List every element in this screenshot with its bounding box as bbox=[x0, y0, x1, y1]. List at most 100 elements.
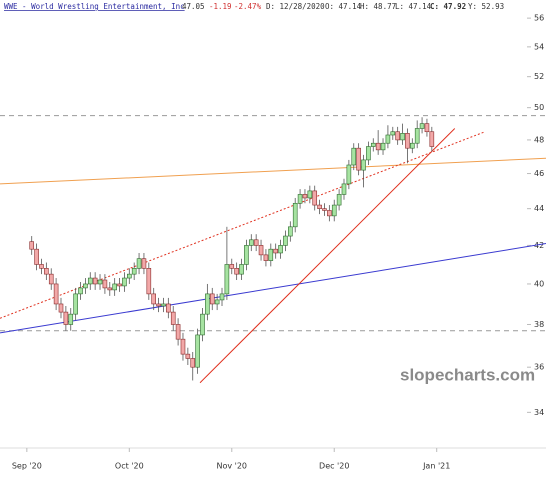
low: L: 47.14 bbox=[395, 2, 432, 11]
candle-body bbox=[156, 303, 161, 307]
candle-body bbox=[248, 239, 254, 246]
candle-body bbox=[127, 273, 132, 279]
trend-line bbox=[0, 157, 546, 185]
candle-body bbox=[322, 208, 327, 211]
candle-body bbox=[302, 194, 308, 199]
candle-body bbox=[424, 123, 430, 133]
candle-body bbox=[141, 258, 147, 269]
candle-body bbox=[146, 268, 152, 295]
candle-body bbox=[180, 338, 186, 355]
candle-body bbox=[361, 159, 366, 171]
watermark: slopecharts.com bbox=[400, 365, 535, 384]
candle-body bbox=[244, 245, 249, 265]
candle-body bbox=[351, 147, 357, 166]
change-pct: -2.47% bbox=[234, 2, 262, 11]
candle-body bbox=[258, 245, 264, 256]
candle-body bbox=[307, 190, 313, 199]
trend-line bbox=[0, 243, 546, 334]
plot: 34 36 38 40 42 44 46 48 50 52 54 56 Sep '20 Oct '20 No… bbox=[0, 14, 546, 471]
candle-body bbox=[190, 358, 196, 368]
candle-body bbox=[122, 277, 127, 287]
candle-body bbox=[366, 146, 371, 161]
close: C: 47.92 bbox=[430, 2, 466, 11]
x-tick-label: Oct '20 bbox=[115, 462, 144, 471]
candle-body bbox=[44, 268, 49, 275]
candle-body bbox=[278, 245, 283, 254]
candle-body bbox=[395, 131, 400, 141]
candle-body bbox=[317, 204, 322, 209]
candle-body bbox=[58, 303, 64, 313]
candle-body bbox=[229, 264, 235, 269]
candle-body bbox=[370, 142, 376, 147]
symbol: WWE - World Wrestling Entertainment, Inc bbox=[4, 2, 185, 11]
candle-body bbox=[429, 131, 435, 147]
candle-body bbox=[200, 313, 205, 336]
candle-body bbox=[375, 142, 381, 151]
candle-body bbox=[414, 128, 420, 144]
candle-body bbox=[390, 131, 396, 136]
candle-body bbox=[170, 311, 176, 325]
candle-body bbox=[219, 293, 225, 301]
y-value: Y: 52.93 bbox=[468, 2, 504, 11]
candle-body bbox=[102, 279, 108, 289]
trend-line bbox=[0, 131, 486, 319]
candle-body bbox=[78, 287, 83, 295]
candle-body bbox=[166, 303, 171, 313]
candle-body bbox=[327, 210, 332, 217]
x-tick-label: Jan '21 bbox=[422, 462, 450, 471]
candle-body bbox=[63, 311, 69, 325]
candle-body bbox=[112, 283, 117, 291]
open: O: 47.14 bbox=[325, 2, 362, 11]
x-tick-label: Dec '20 bbox=[319, 462, 349, 471]
y-tick-label: 46 bbox=[534, 169, 544, 178]
candle-body bbox=[380, 142, 386, 151]
candle-body bbox=[273, 248, 278, 254]
y-tick-label: 48 bbox=[534, 135, 544, 144]
candle-body bbox=[151, 293, 156, 305]
y-tick-label: 54 bbox=[534, 42, 544, 51]
x-tick-label: Nov '20 bbox=[216, 462, 247, 471]
candle-body bbox=[161, 303, 166, 307]
candle-body bbox=[400, 133, 405, 141]
candle-body bbox=[83, 283, 88, 289]
y-tick-label: 52 bbox=[534, 72, 544, 81]
candle-body bbox=[234, 268, 239, 275]
trend-line bbox=[199, 128, 456, 384]
y-tick-label: 38 bbox=[534, 320, 544, 329]
candle-body bbox=[341, 183, 347, 195]
candle-body bbox=[239, 264, 244, 275]
last: 47.05 bbox=[182, 2, 205, 11]
candle-body bbox=[131, 268, 137, 275]
candle-body bbox=[209, 293, 215, 305]
y-tick-label: 34 bbox=[534, 408, 544, 417]
candle-body bbox=[87, 277, 93, 285]
candle-body bbox=[405, 133, 410, 149]
candle-body bbox=[195, 334, 200, 368]
candle-body bbox=[214, 299, 220, 305]
y-tick-label: 36 bbox=[534, 363, 544, 372]
candle-body bbox=[29, 241, 35, 250]
y-tick-label: 56 bbox=[534, 14, 544, 23]
candle-body bbox=[410, 142, 415, 149]
y-tick-label: 40 bbox=[534, 279, 544, 288]
candle-body bbox=[224, 264, 230, 295]
y-tick-label: 50 bbox=[534, 103, 544, 112]
candle-body bbox=[136, 258, 142, 269]
candle-body bbox=[283, 235, 288, 246]
candle-body bbox=[312, 190, 318, 206]
candle-body bbox=[356, 147, 361, 171]
candle-body bbox=[297, 194, 303, 204]
candle-body bbox=[185, 353, 191, 359]
candle-body bbox=[385, 134, 391, 144]
candle-body bbox=[97, 279, 103, 285]
candle-body bbox=[68, 313, 74, 325]
candle-body bbox=[39, 264, 44, 269]
header: WWE - World Wrestling Entertainment, Inc… bbox=[4, 2, 504, 11]
high: H: 48.77 bbox=[360, 2, 396, 11]
candle-body bbox=[34, 248, 39, 265]
candle-body bbox=[175, 324, 181, 340]
y-tick-label: 44 bbox=[534, 204, 544, 213]
y-tick-label: 42 bbox=[534, 241, 544, 250]
candle-body bbox=[331, 204, 337, 217]
